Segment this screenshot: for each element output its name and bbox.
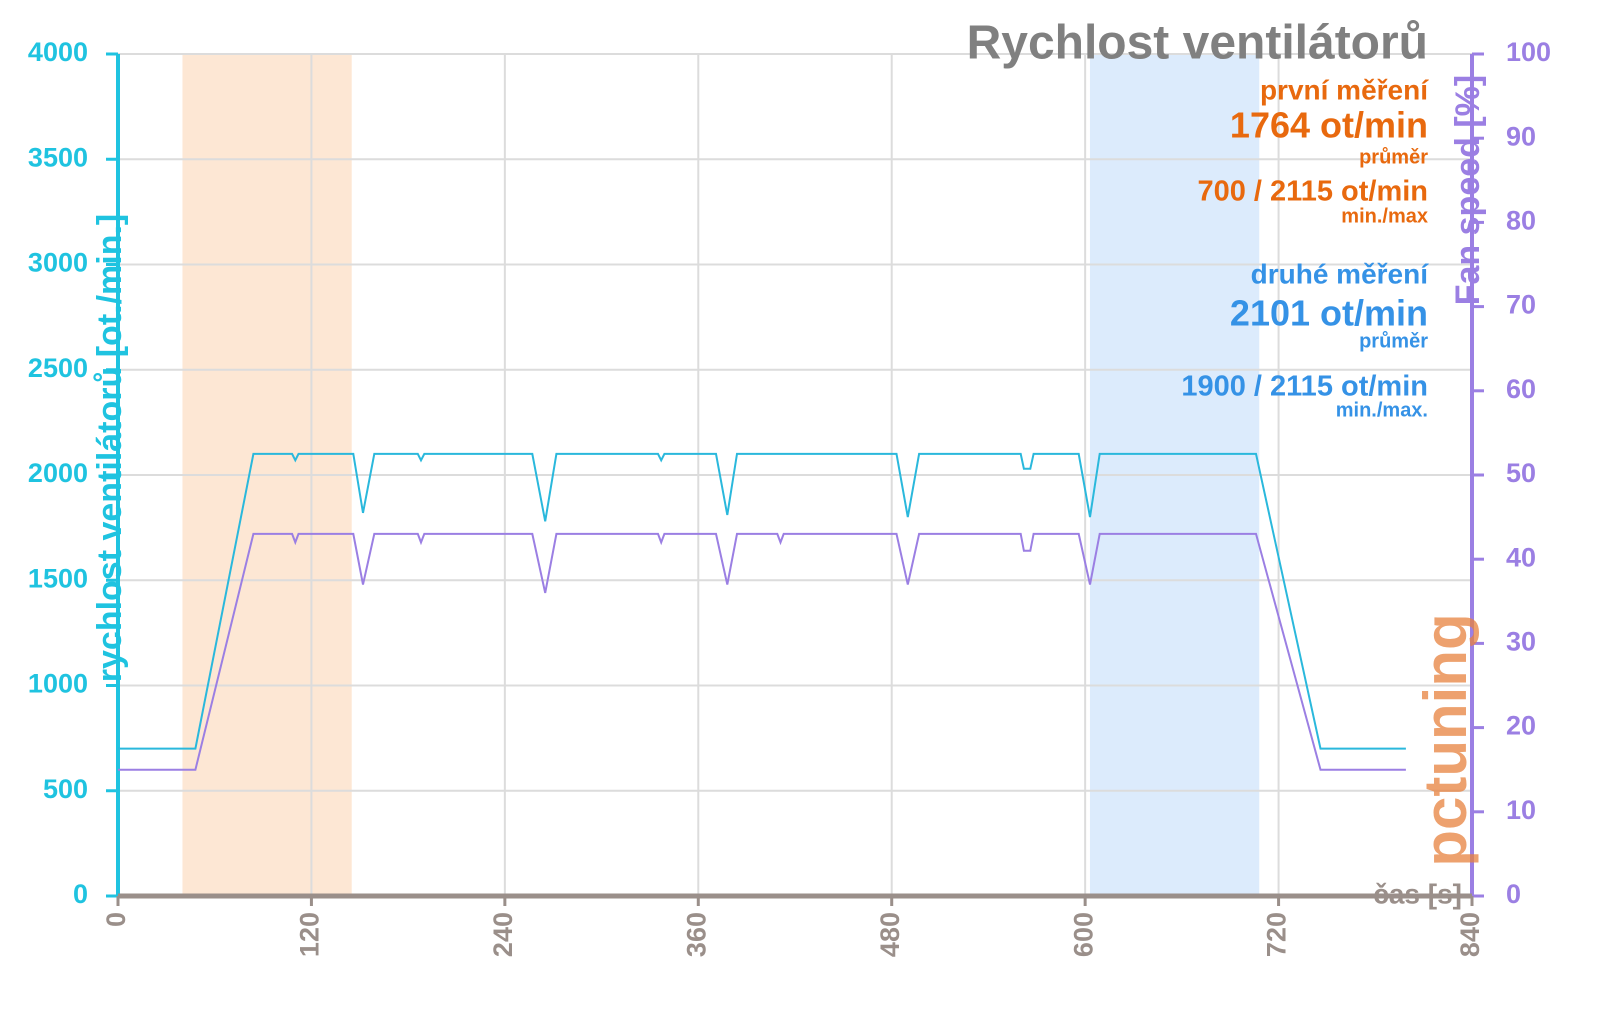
series-line [118, 532, 1406, 771]
y2-tick-label: 40 [1506, 542, 1536, 572]
annotation: 1764 ot/min [1230, 105, 1428, 146]
annotation: min./max [1341, 205, 1428, 227]
y-tick-label: 500 [43, 774, 88, 804]
annotation: průměr [1359, 146, 1428, 168]
x-tick-label: 600 [1068, 912, 1098, 957]
y2-tick-label: 70 [1506, 290, 1536, 320]
annotation: 1900 / 2115 ot/min [1181, 371, 1428, 403]
x-tick-label: 120 [295, 912, 325, 957]
annotation: první měření [1260, 74, 1429, 105]
y-tick-label: 2000 [28, 458, 88, 488]
y2-tick-label: 90 [1506, 121, 1536, 151]
x-tick-label: 240 [488, 912, 518, 957]
logo: pctuning [1412, 613, 1479, 866]
y2-tick-label: 100 [1506, 37, 1551, 67]
annotation: průměr [1359, 330, 1428, 352]
y-tick-label: 1000 [28, 669, 88, 699]
y-tick-label: 2500 [28, 353, 88, 383]
y-tick-label: 4000 [28, 37, 88, 67]
annotation: druhé měření [1251, 258, 1430, 289]
x-tick-label: 840 [1455, 912, 1485, 957]
annotation: 700 / 2115 ot/min [1197, 176, 1428, 208]
x-tick-label: 360 [681, 912, 711, 957]
x-tick-label: 480 [875, 912, 905, 957]
chart-title: Rychlost ventilátorů [967, 17, 1428, 70]
annotation: 2101 ot/min [1230, 293, 1428, 334]
y-tick-label: 0 [73, 879, 88, 909]
annotation: min./max. [1336, 399, 1428, 421]
y-axis-label: rychlost ventilátorů [ot./min.] [91, 214, 129, 682]
series-line [118, 452, 1406, 750]
y2-tick-label: 50 [1506, 458, 1536, 488]
x-axis-label: čas [s] [1373, 878, 1462, 909]
y-tick-label: 1500 [28, 563, 88, 593]
y-tick-label: 3000 [28, 248, 88, 278]
x-tick-label: 0 [101, 912, 131, 927]
y2-axis-label: Fan speed [%] [1449, 75, 1487, 305]
y2-tick-label: 10 [1506, 795, 1536, 825]
y2-tick-label: 0 [1506, 879, 1521, 909]
y2-tick-label: 80 [1506, 206, 1536, 236]
y2-tick-label: 20 [1506, 711, 1536, 741]
x-tick-label: 720 [1262, 912, 1292, 957]
y2-tick-label: 30 [1506, 627, 1536, 657]
y-tick-label: 3500 [28, 142, 88, 172]
y2-tick-label: 60 [1506, 374, 1536, 404]
